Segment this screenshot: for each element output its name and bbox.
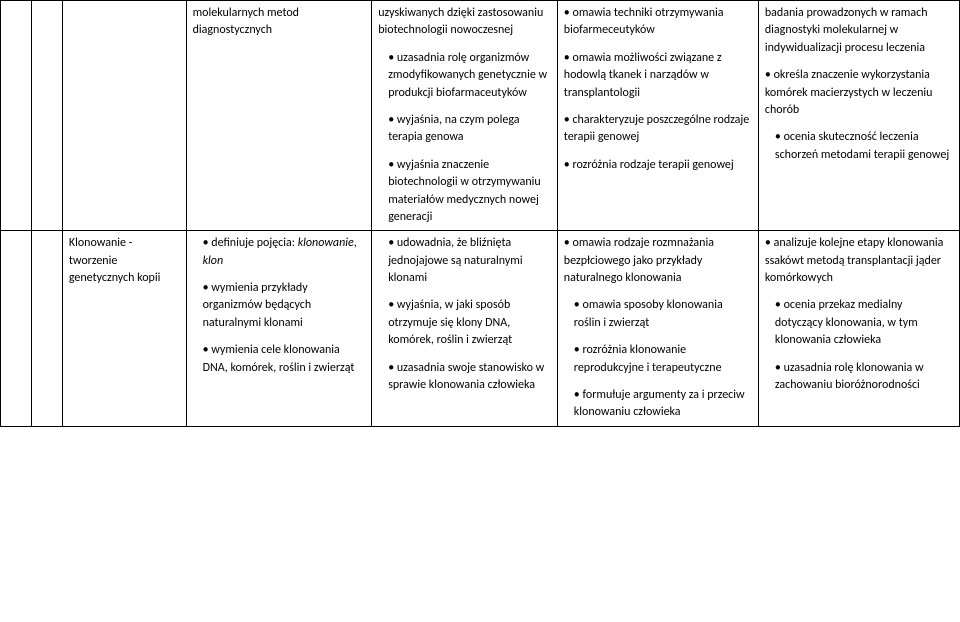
content-table: molekularnych metod diagnostycznych uzys… <box>0 0 960 427</box>
text-block: • wyjaśnia znaczenie biotechnologii w ot… <box>378 157 551 227</box>
text-block: • formułuje argumenty za i przeciw klono… <box>564 387 752 422</box>
cell-row-title: Klonowanie - tworzenie genetycznych kopi… <box>62 231 186 427</box>
text-italic: klonowanie <box>298 236 354 250</box>
text-block: • rozróżnia rodzaje terapii genowej <box>564 157 752 174</box>
text-block: badania prowadzonych w ramach diagnostyk… <box>765 5 953 57</box>
cell-empty <box>31 231 62 427</box>
text-block: • charakteryzuje poszczególne rodzaje te… <box>564 112 752 147</box>
cell-content: • udowadnia, że bliźnięta jednojajowe są… <box>372 231 558 427</box>
text-run: • definiuje pojęcia: <box>203 236 298 250</box>
text-block: • wymienia cele klonowania DNA, komórek,… <box>193 342 366 377</box>
text-block: uzyskiwanych dzięki zastosowaniu biotech… <box>378 5 551 40</box>
text-block: • rozróżnia klonowanie reprodukcyjne i t… <box>564 342 752 377</box>
text-block: • ocenia przekaz medialny dotyczący klon… <box>765 297 953 349</box>
text-block: • omawia rodzaje rozmnażania bezpłcioweg… <box>564 235 752 287</box>
cell-empty <box>1 231 32 427</box>
table-row: molekularnych metod diagnostycznych uzys… <box>1 1 960 231</box>
text-block: • uzasadnia rolę organizmów zmodyfikowan… <box>378 50 551 102</box>
text-block: molekularnych metod diagnostycznych <box>193 5 366 40</box>
cell-empty <box>31 1 62 231</box>
cell-content: • analizuje kolejne etapy klonowania ssa… <box>758 231 959 427</box>
text-block: • ocenia skuteczność leczenia schorzeń m… <box>765 129 953 164</box>
text-block: • omawia sposoby klonowania roślin i zwi… <box>564 297 752 332</box>
table-row: Klonowanie - tworzenie genetycznych kopi… <box>1 231 960 427</box>
cell-content: badania prowadzonych w ramach diagnostyk… <box>758 1 959 231</box>
cell-content: • omawia rodzaje rozmnażania bezpłcioweg… <box>557 231 758 427</box>
cell-content: molekularnych metod diagnostycznych <box>186 1 372 231</box>
cell-empty <box>1 1 32 231</box>
cell-content: • definiuje pojęcia: klonowanie, klon • … <box>186 231 372 427</box>
text-block: • omawia techniki otrzymywania biofarmec… <box>564 5 752 40</box>
text-block: • wyjaśnia, na czym polega terapia genow… <box>378 112 551 147</box>
text-block: • wymienia przykłady organizmów będących… <box>193 280 366 332</box>
text-block: • uzasadnia rolę klonowania w zachowaniu… <box>765 360 953 395</box>
text-block: • uzasadnia swoje stanowisko w sprawie k… <box>378 360 551 395</box>
text-italic: klon <box>203 254 224 268</box>
cell-content: • omawia techniki otrzymywania biofarmec… <box>557 1 758 231</box>
text-block: • określa znaczenie wykorzystania komóre… <box>765 67 953 119</box>
text-block: • definiuje pojęcia: klonowanie, klon <box>193 235 366 270</box>
text-block: • omawia możliwości związane z hodowlą t… <box>564 50 752 102</box>
text-block: • udowadnia, że bliźnięta jednojajowe są… <box>378 235 551 287</box>
text-block: • analizuje kolejne etapy klonowania ssa… <box>765 235 953 287</box>
cell-row-title <box>62 1 186 231</box>
text-run: , <box>354 236 357 250</box>
text-block: • wyjaśnia, w jaki sposób otrzymuje się … <box>378 297 551 349</box>
cell-content: uzyskiwanych dzięki zastosowaniu biotech… <box>372 1 558 231</box>
